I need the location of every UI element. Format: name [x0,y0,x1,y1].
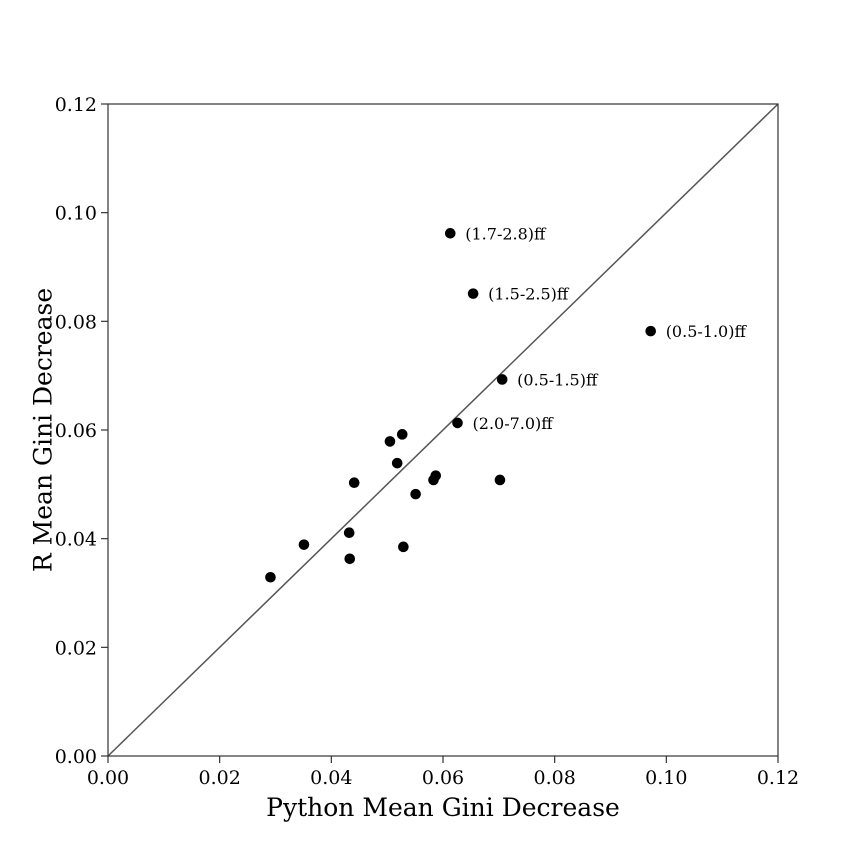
x-axis-label: Python Mean Gini Decrease [266,793,620,822]
x-tick-label: 0.10 [645,767,687,789]
x-tick-label: 0.12 [757,767,799,789]
data-point-label: (0.5-1.0)ff [666,322,748,341]
y-axis-ticks: 0.00 0.02 0.04 0.06 0.08 0.10 0.12 [55,94,108,768]
data-point [398,541,409,553]
y-tick-label: 0.02 [55,637,97,659]
data-point [348,477,360,489]
data-point [391,457,403,469]
y-tick-label: 0.04 [55,529,97,551]
y-tick-label: 0.08 [55,311,97,333]
data-point [428,474,439,486]
data-point [265,571,276,583]
data-point-label: (0.5-1.5)ff [517,370,599,389]
data-points [265,228,656,583]
data-point [410,488,421,500]
y-tick-label: 0.12 [55,94,97,116]
data-point [344,553,356,565]
data-point [343,527,355,538]
y-tick-label: 0.06 [55,420,97,442]
data-point [452,417,463,429]
y-axis-label: R Mean Gini Decrease [29,288,58,572]
plot-area-frame [107,103,779,757]
data-point-labels: (1.7-2.8)ff (1.5-2.5)ff (0.5-1.0)ff (0.5-1.… [465,224,747,433]
data-point [384,436,396,447]
x-axis-ticks: 0.00 0.02 0.04 0.06 0.08 0.10 0.12 [87,756,799,789]
x-tick-label: 0.06 [422,767,464,789]
data-point [645,325,656,337]
x-tick-label: 0.02 [199,767,241,789]
data-point [496,374,508,385]
x-tick-label: 0.04 [310,767,352,789]
y-tick-label: 0.00 [55,746,97,768]
identity-reference-line [107,103,779,757]
x-tick-label: 0.00 [87,767,129,789]
data-point-label: (1.5-2.5)ff [488,285,570,304]
y-tick-label: 0.10 [55,203,97,225]
data-point [444,228,456,239]
data-point [298,539,310,550]
data-point-label: (2.0-7.0)ff [473,414,555,433]
data-point [467,288,479,299]
data-point [494,474,506,486]
data-point-label: (1.7-2.8)ff [465,224,547,243]
x-tick-label: 0.08 [534,767,576,789]
data-point [396,429,408,440]
